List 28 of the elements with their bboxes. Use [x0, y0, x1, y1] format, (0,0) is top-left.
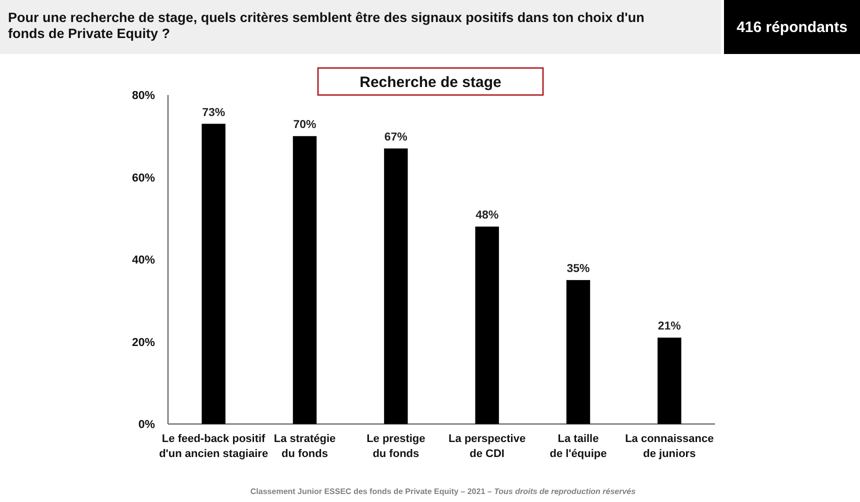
y-tick-label: 60%	[132, 172, 155, 184]
x-tick-label: La connaissance de juniors	[625, 433, 714, 460]
x-tick-label: Le prestige du fonds	[366, 433, 426, 460]
data-label: 70%	[293, 119, 316, 132]
bar	[384, 148, 408, 424]
chart-title: Pour une recherche de stage, quels critères semblent être des signaux positifs dans ton choix d'un fonds de Private Equity ?	[8, 10, 644, 41]
text: Classement Junior ESSEC des fonds de Private Equity – 2021 –	[250, 487, 494, 496]
bar	[566, 280, 590, 424]
x-tick-label: La taille de l'équipe	[550, 433, 607, 460]
y-tick-label: 20%	[132, 336, 155, 349]
y-tick-label: 80%	[132, 90, 155, 102]
data-label: 67%	[384, 131, 408, 144]
chart-subtitle: Recherche de stage	[360, 74, 502, 91]
bar	[475, 226, 499, 424]
bar	[202, 124, 226, 424]
data-label: 35%	[566, 263, 590, 276]
text: 416 répondants	[736, 19, 848, 36]
x-tick-label: La perspective de CDI	[448, 433, 526, 460]
text: Tous droits de reproduction réservés	[494, 487, 636, 496]
bar	[292, 136, 317, 424]
y-tick-label: 40%	[132, 254, 155, 267]
bar	[658, 338, 682, 424]
y-tick-label: 0%	[138, 419, 155, 432]
data-label: 73%	[202, 106, 226, 119]
data-label: 48%	[476, 210, 499, 222]
x-tick-label: Le feed-back positif d'un ancien stagiaire	[159, 433, 268, 460]
x-tick-label: La stratégie du fonds	[274, 433, 336, 460]
data-label: 21%	[658, 320, 681, 333]
